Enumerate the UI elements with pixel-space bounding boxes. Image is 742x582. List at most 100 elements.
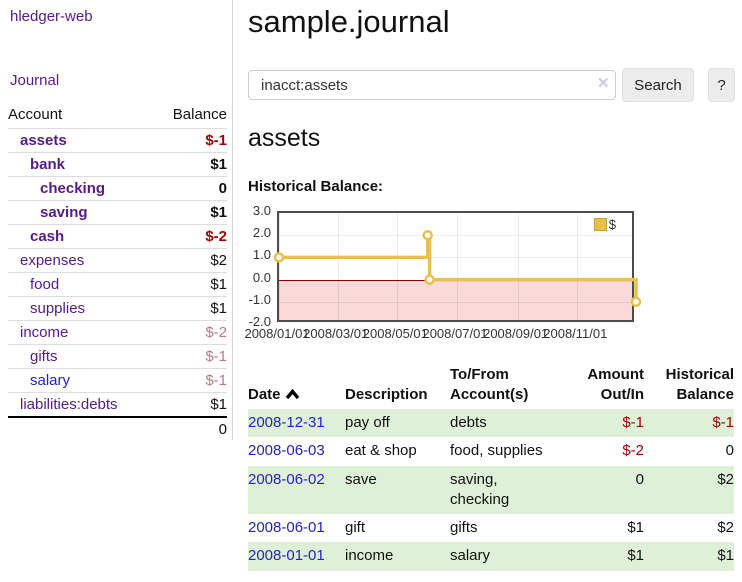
account-balance: $1 xyxy=(210,156,227,173)
help-button[interactable]: ? xyxy=(708,68,735,102)
transaction-description: save xyxy=(345,465,450,514)
page-title: sample.journal xyxy=(248,4,450,39)
transaction-row: 2008-01-01 income salary $1 $1 xyxy=(248,542,734,571)
date-header-label: Date xyxy=(248,385,281,403)
account-link-saving[interactable]: saving xyxy=(40,204,88,221)
transaction-date-link[interactable]: 2008-12-31 xyxy=(248,414,325,431)
transaction-running-balance: $1 xyxy=(644,542,734,571)
account-balance: $-2 xyxy=(205,228,227,245)
transaction-amount: $1 xyxy=(568,542,644,571)
transaction-accounts: saving, checking xyxy=(450,465,568,514)
transaction-accounts: food, supplies xyxy=(450,442,543,460)
account-link-income[interactable]: income xyxy=(20,324,69,341)
account-balance: $-2 xyxy=(205,324,227,341)
account-row: income $-2 xyxy=(8,320,227,344)
account-link-food[interactable]: food xyxy=(30,276,60,293)
vertical-gridline xyxy=(279,213,280,320)
account-link-assets[interactable]: assets xyxy=(20,132,67,149)
clear-search-icon[interactable]: ✕ xyxy=(597,75,610,92)
register-table: Date Description To/From Account(s) Amou… xyxy=(248,363,734,571)
transaction-running-balance: $2 xyxy=(644,465,734,514)
register-header-row: Date Description To/From Account(s) Amou… xyxy=(248,363,734,409)
sidebar-item-journal[interactable]: Journal xyxy=(10,72,60,89)
accounts-total-value: 0 xyxy=(218,420,227,438)
transaction-date-link[interactable]: 2008-06-02 xyxy=(248,470,325,488)
transaction-row: 2008-06-02 save saving, checking 0 $2 xyxy=(248,465,734,514)
transaction-amount: $1 xyxy=(627,519,644,536)
account-row: gifts $-1 xyxy=(8,344,227,368)
chart-series-line xyxy=(273,229,642,308)
tofrom-column-header: To/From Account(s) xyxy=(450,366,529,403)
account-balance: $1 xyxy=(210,204,227,221)
transaction-accounts: gifts xyxy=(450,519,478,536)
horizontal-gridline xyxy=(279,257,632,259)
chart-legend: $ xyxy=(593,217,616,232)
account-balance: $2 xyxy=(210,252,227,269)
app-title-link[interactable]: hledger-web xyxy=(10,8,93,25)
account-link-salary[interactable]: salary xyxy=(30,372,71,389)
transaction-date-link[interactable]: 2008-06-03 xyxy=(248,442,325,460)
account-row: expenses $2 xyxy=(8,248,227,272)
vertical-gridline xyxy=(337,213,339,320)
sort-ascending-chevron-up-icon xyxy=(285,385,300,405)
account-link-liabilities-debts[interactable]: liabilities:debts xyxy=(20,396,118,413)
account-balance: 0 xyxy=(218,180,227,197)
account-row: saving $1 xyxy=(8,200,227,224)
transaction-running-balance: 0 xyxy=(725,442,734,460)
data-point-marker[interactable] xyxy=(424,274,435,285)
account-row: cash $-2 xyxy=(8,224,227,248)
account-row: assets $-1 xyxy=(8,128,227,152)
horizontal-gridline xyxy=(279,235,632,237)
account-row: salary $-1 xyxy=(8,368,227,392)
account-balance: $-1 xyxy=(205,348,227,365)
y-axis-tick-label: -1.0 xyxy=(248,291,271,307)
transaction-description: gift xyxy=(345,519,366,536)
search-button[interactable]: Search xyxy=(622,68,694,102)
chart-title: Historical Balance: xyxy=(248,178,384,195)
x-axis-tick-label: 2008/07/01 xyxy=(422,326,488,341)
y-axis-tick-label: 0.0 xyxy=(252,269,271,285)
transaction-description: eat & shop xyxy=(345,442,417,460)
sidebar-divider xyxy=(232,0,233,440)
transaction-row: 2008-06-01 gift gifts $1 $2 xyxy=(248,514,734,542)
transaction-row: 2008-12-31 pay off debts $-1 $-1 xyxy=(248,409,734,438)
vertical-gridline xyxy=(397,213,399,320)
search-input[interactable] xyxy=(248,70,616,100)
data-point-marker[interactable] xyxy=(422,229,433,241)
data-point-marker[interactable] xyxy=(273,252,285,263)
account-link-gifts[interactable]: gifts xyxy=(30,348,58,365)
y-axis-tick-label: -2.0 xyxy=(248,314,271,329)
account-link-expenses[interactable]: expenses xyxy=(20,252,85,269)
accounts-total-row: 0 xyxy=(8,416,227,440)
transaction-date-link[interactable]: 2008-01-01 xyxy=(248,547,325,565)
amount-column-header: Amount Out/In xyxy=(587,366,644,403)
account-link-bank[interactable]: bank xyxy=(30,156,66,173)
account-balance: $1 xyxy=(210,300,227,317)
account-link-supplies[interactable]: supplies xyxy=(30,300,86,317)
current-account-heading: assets xyxy=(248,124,321,152)
transaction-accounts: salary xyxy=(450,542,568,571)
transaction-running-balance: $2 xyxy=(717,519,734,536)
transaction-amount: $-2 xyxy=(622,442,644,460)
legend-swatch-icon xyxy=(593,218,607,231)
transaction-date-link[interactable]: 2008-06-01 xyxy=(248,519,325,536)
transaction-running-balance: $-1 xyxy=(644,409,734,438)
vertical-gridline xyxy=(457,213,458,320)
transaction-amount: 0 xyxy=(568,465,644,514)
negative-region-fill xyxy=(279,279,632,320)
account-balance: $1 xyxy=(210,396,227,413)
account-link-cash[interactable]: cash xyxy=(30,228,65,245)
account-column-header: Account xyxy=(8,106,63,123)
balance-column-header: Balance xyxy=(172,106,227,123)
transaction-accounts: debts xyxy=(450,409,568,438)
data-point-marker[interactable] xyxy=(630,296,642,308)
date-column-header[interactable]: Date xyxy=(248,363,345,409)
x-axis-tick-label: 2008/01/01 xyxy=(244,326,310,341)
account-row: supplies $1 xyxy=(8,296,227,320)
x-axis-tick-label: 2008/09/01 xyxy=(483,326,549,341)
historical-balance-chart[interactable]: $ xyxy=(273,211,642,322)
transaction-row: 2008-06-03 eat & shop food, supplies $-2 0 xyxy=(248,437,734,465)
account-link-checking[interactable]: checking xyxy=(40,180,106,197)
description-column-header: Description xyxy=(345,385,428,403)
